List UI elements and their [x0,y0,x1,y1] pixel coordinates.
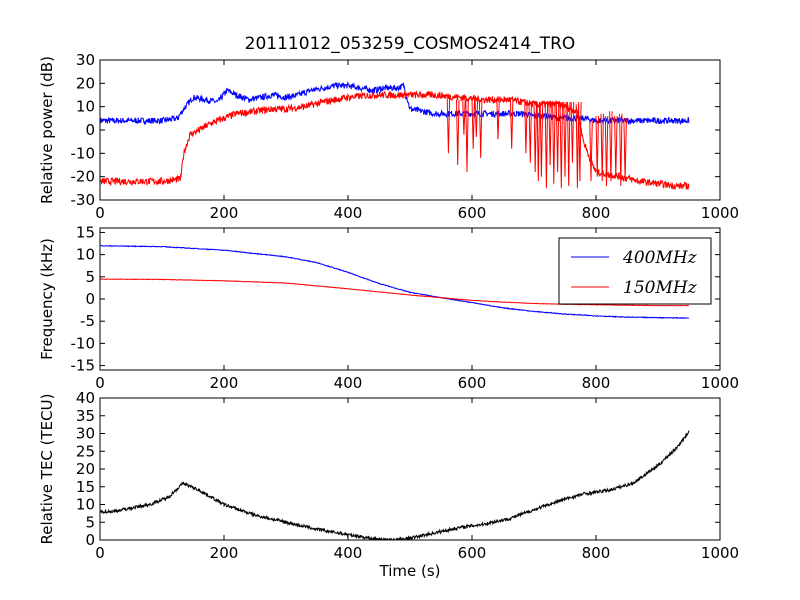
series-line-1-1 [100,81,690,126]
chart-panel-2: 0 200 400 600 800 1000 -15 -10 -5 0 5 10 15 Frequency… [38,223,739,392]
x-tick-label: 800 [582,374,611,392]
y-tick-label: 35 [76,407,95,425]
y-tick-label: 5 [85,268,95,286]
y-tick-label: 10 [76,246,95,264]
y-tick-label: 0 [85,531,95,549]
y-tick-label: -30 [71,191,96,209]
chart-panel-1: 0 200 400 600 800 1000 -30 -20 -10 0 10 20 30 Relativ… [38,51,739,222]
x-tick-label: 800 [582,204,611,222]
x-tick-label: 200 [210,544,239,562]
x-tick-label: 1000 [701,204,739,222]
series-dropouts [446,97,627,189]
legend-label: 400MHz [622,248,698,268]
x-tick-label: 600 [458,374,487,392]
x-tick-label: 400 [334,374,363,392]
panels: 0 200 400 600 800 1000-30-20-100102030Relativ… [38,51,739,580]
figure-title: 20111012_053259_COSMOS2414_TRO [245,34,576,54]
y-tick-label: 25 [76,442,95,460]
y-axis-label: Relative power (dB) [38,56,56,204]
x-tick-label: 1000 [701,544,739,562]
y-tick-label: 15 [76,223,95,241]
y-tick-label: 30 [76,51,95,69]
x-tick-label: 400 [334,204,363,222]
y-tick-label: 10 [76,98,95,116]
legend-label: 150MHz [623,278,698,298]
y-tick-label: -10 [71,144,96,162]
x-tick-label: 0 [95,204,105,222]
y-axis-label: Frequency (kHz) [38,238,56,360]
x-tick-label: 200 [210,204,239,222]
x-tick-label: 600 [458,204,487,222]
y-tick-label: 5 [85,513,95,531]
y-tick-label: 40 [76,389,95,407]
y-tick-label: -5 [80,312,95,330]
y-axis-label: Relative TEC (TECU) [38,394,56,545]
series-line-400mhz [100,244,690,320]
y-tick-label: 0 [85,121,95,139]
x-tick-label: 1000 [701,374,739,392]
series-line-150mhz [100,278,690,307]
y-tick-label: 30 [76,425,95,443]
y-tick-label: -15 [71,357,96,375]
y-tick-label: 0 [85,290,95,308]
x-tick-label: 400 [334,544,363,562]
x-tick-label: 600 [458,544,487,562]
x-tick-label: 0 [95,544,105,562]
y-tick-label: -10 [71,334,96,352]
x-tick-label: 800 [582,544,611,562]
y-tick-label: 20 [76,460,95,478]
y-tick-label: -20 [71,168,96,186]
legend: 400MHz 150MHz [558,237,712,305]
x-axis-label: Time (s) [379,562,441,580]
legend-box [558,237,712,305]
x-tick-label: 0 [95,374,105,392]
y-tick-label: 10 [76,496,95,514]
y-tick-label: 15 [76,478,95,496]
x-tick-label: 200 [210,374,239,392]
y-tick-label: 20 [76,74,95,92]
